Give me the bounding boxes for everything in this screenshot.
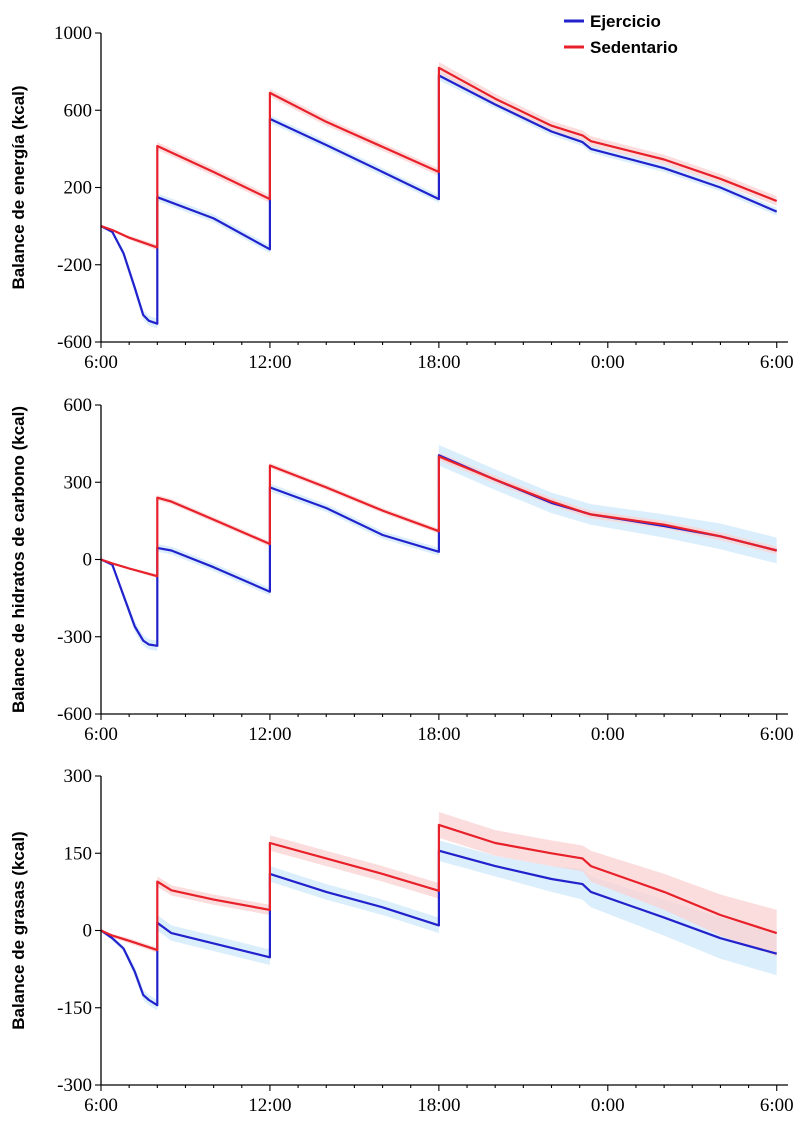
y-tick-label: -150: [57, 998, 92, 1019]
x-tick-label: 0:00: [591, 352, 625, 373]
panel-energia: -600 -200 200 600 1000 6:00 12:00 18:00 0:00 6:00…: [9, 23, 794, 373]
band-sedentario-energia: [101, 62, 777, 251]
y-tick-label: 150: [64, 843, 93, 864]
chart-panels: -600 -200 200 600 1000 6:00 12:00 18:00 0:00 6:00…: [9, 23, 794, 1116]
x-tick-label: 18:00: [417, 724, 460, 745]
panel-hidratos: -600 -300 0 300 600 6:00 12:00 18:00 0:00 6:00 Bal…: [9, 395, 794, 745]
y-tick-label: 600: [64, 100, 93, 121]
y-tick-label: 1000: [54, 23, 92, 44]
x-tick-label: 18:00: [417, 352, 460, 373]
x-tick-label: 12:00: [248, 724, 291, 745]
y-tick-label: 200: [64, 178, 93, 199]
x-tick-label: 12:00: [248, 1095, 291, 1116]
y-tick-label: -300: [57, 627, 92, 648]
panel-grasas: -300 -150 0 150 300 6:00 12:00 18:00 0:00 6:00 Bal…: [9, 766, 794, 1116]
y-axis-title: Balance de energía (kcal): [9, 85, 28, 289]
y-tick-label: 600: [64, 395, 93, 416]
x-tick-label: 18:00: [417, 1095, 460, 1116]
line-sedentario-hidratos: [100, 455, 777, 578]
y-tick-label: -600: [57, 704, 92, 725]
y-axis-title: Balance de grasas (kcal): [9, 831, 28, 1029]
x-tick-label: 6:00: [84, 724, 118, 745]
x-tick-label: 6:00: [760, 724, 794, 745]
y-tick-label: -600: [57, 332, 92, 353]
x-tick-label: 6:00: [760, 352, 794, 373]
y-tick-label: 0: [83, 921, 93, 942]
y-tick-label: -200: [57, 255, 92, 276]
line-sedentario-energia: [100, 66, 778, 249]
x-tick-label: 6:00: [84, 1095, 118, 1116]
legend-label-sedentario: Sedentario: [590, 38, 678, 57]
y-tick-label: 0: [83, 550, 93, 571]
x-tick-label: 0:00: [591, 724, 625, 745]
x-tick-label: 6:00: [760, 1095, 794, 1116]
legend: Ejercicio Sedentario: [564, 12, 678, 57]
y-tick-label: 300: [64, 472, 93, 493]
x-tick-label: 12:00: [248, 352, 291, 373]
x-tick-label: 6:00: [84, 352, 118, 373]
line-ejercicio-energia: [100, 74, 778, 325]
y-axis-title: Balance de hidratos de carbono (kcal): [9, 406, 28, 713]
y-tick-label: 300: [64, 766, 93, 787]
legend-label-ejercicio: Ejercicio: [590, 12, 661, 31]
y-tick-label: -300: [57, 1075, 92, 1096]
line-sedentario-grasas: [100, 823, 778, 952]
x-tick-label: 0:00: [591, 1095, 625, 1116]
